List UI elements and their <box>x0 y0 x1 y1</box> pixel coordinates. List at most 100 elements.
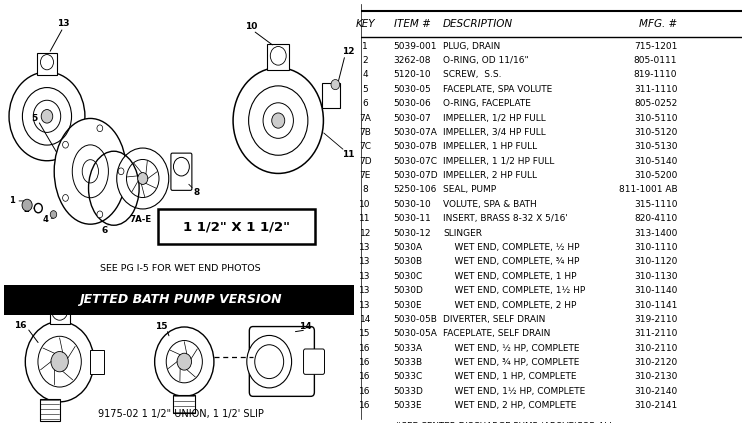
Text: 1 1/2" X 1 1/2": 1 1/2" X 1 1/2" <box>183 220 290 233</box>
Text: WET END, 2 HP, COMPLETE: WET END, 2 HP, COMPLETE <box>443 401 577 410</box>
Text: 13: 13 <box>359 272 371 281</box>
Text: 1: 1 <box>9 196 15 206</box>
Text: 310-5200: 310-5200 <box>634 171 677 180</box>
Text: SCREW,  S.S.: SCREW, S.S. <box>443 70 502 80</box>
Text: 7A: 7A <box>359 113 371 123</box>
Text: ITEM #: ITEM # <box>394 19 430 29</box>
Circle shape <box>97 125 102 132</box>
Text: 5030-05B: 5030-05B <box>394 315 438 324</box>
Text: DIVERTER, SELF DRAIN: DIVERTER, SELF DRAIN <box>443 315 545 324</box>
Text: 4: 4 <box>362 70 368 80</box>
Text: 310-1130: 310-1130 <box>634 272 677 281</box>
Text: 5030-07D: 5030-07D <box>394 171 439 180</box>
Text: 3262-08: 3262-08 <box>394 56 431 65</box>
Text: 310-2110: 310-2110 <box>634 343 677 353</box>
Text: 805-0252: 805-0252 <box>634 99 677 108</box>
Text: DESCRIPTION: DESCRIPTION <box>443 19 513 29</box>
FancyBboxPatch shape <box>321 83 340 108</box>
Text: 5250-106: 5250-106 <box>394 185 437 195</box>
Circle shape <box>154 327 214 396</box>
Circle shape <box>331 80 340 90</box>
Circle shape <box>50 211 56 218</box>
Text: IMPELLER, 1/2 HP FULL: IMPELLER, 1/2 HP FULL <box>443 113 546 123</box>
Text: 5033A: 5033A <box>394 343 423 353</box>
Text: 7C: 7C <box>359 142 371 151</box>
Text: 5030-06: 5030-06 <box>394 99 431 108</box>
Text: 5030E: 5030E <box>394 300 422 310</box>
Text: WET END, 1½ HP, COMPLETE: WET END, 1½ HP, COMPLETE <box>443 387 585 396</box>
Text: 7D: 7D <box>359 157 372 166</box>
Text: IMPELLER, 3/4 HP FULL: IMPELLER, 3/4 HP FULL <box>443 128 546 137</box>
Text: 310-5120: 310-5120 <box>634 128 677 137</box>
Text: 310-2120: 310-2120 <box>634 358 677 367</box>
FancyBboxPatch shape <box>249 327 315 396</box>
Text: SEE PG I-5 FOR WET END PHOTOS: SEE PG I-5 FOR WET END PHOTOS <box>100 264 261 273</box>
FancyBboxPatch shape <box>50 296 70 324</box>
Text: 12: 12 <box>343 47 355 56</box>
Text: 13: 13 <box>359 257 371 266</box>
FancyBboxPatch shape <box>158 209 315 244</box>
Circle shape <box>118 168 124 175</box>
Text: SLINGER: SLINGER <box>443 228 482 238</box>
Text: 1: 1 <box>362 41 368 51</box>
Text: 811-1001 AB: 811-1001 AB <box>619 185 677 195</box>
Text: 7A-E: 7A-E <box>130 214 152 224</box>
Text: 310-5110: 310-5110 <box>634 113 677 123</box>
Text: FACEPLATE, SPA VOLUTE: FACEPLATE, SPA VOLUTE <box>443 85 553 94</box>
Text: 15: 15 <box>154 322 167 331</box>
Circle shape <box>9 72 85 161</box>
Text: 310-2140: 310-2140 <box>634 387 677 396</box>
Text: MFG. #: MFG. # <box>639 19 677 29</box>
Bar <box>4 285 354 315</box>
Text: 315-1110: 315-1110 <box>634 200 677 209</box>
Text: 16: 16 <box>359 401 371 410</box>
Text: 4: 4 <box>42 215 48 224</box>
Text: 5033B: 5033B <box>394 358 423 367</box>
Text: 310-1140: 310-1140 <box>634 286 677 295</box>
Text: O-RING, FACEPLATE: O-RING, FACEPLATE <box>443 99 531 108</box>
Text: 16: 16 <box>13 321 26 330</box>
FancyBboxPatch shape <box>37 53 57 75</box>
Text: 16: 16 <box>359 358 371 367</box>
Text: 819-1110: 819-1110 <box>634 70 677 80</box>
Circle shape <box>51 352 68 372</box>
Text: 6: 6 <box>362 99 368 108</box>
Text: 5033D: 5033D <box>394 387 424 396</box>
Text: 5033E: 5033E <box>394 401 422 410</box>
Circle shape <box>25 321 94 402</box>
Text: 13: 13 <box>57 19 70 28</box>
Circle shape <box>42 110 53 123</box>
Text: 310-5140: 310-5140 <box>634 157 677 166</box>
Text: 310-1110: 310-1110 <box>634 243 677 252</box>
Text: 16: 16 <box>359 387 371 396</box>
Text: 5030-11: 5030-11 <box>394 214 431 223</box>
Text: WET END, COMPLETE, 1 HP: WET END, COMPLETE, 1 HP <box>443 272 577 281</box>
Text: 5030D: 5030D <box>394 286 424 295</box>
Text: O-RING, OD 11/16": O-RING, OD 11/16" <box>443 56 529 65</box>
FancyBboxPatch shape <box>303 349 324 374</box>
Text: 310-2130: 310-2130 <box>634 372 677 382</box>
Text: 11: 11 <box>343 150 355 159</box>
Text: 10: 10 <box>359 200 371 209</box>
Text: 13: 13 <box>359 243 371 252</box>
Text: 5030-05A: 5030-05A <box>394 329 438 338</box>
Text: INSERT, BRASS 8-32 X 5/16': INSERT, BRASS 8-32 X 5/16' <box>443 214 568 223</box>
Text: 16: 16 <box>359 372 371 382</box>
Circle shape <box>272 113 285 128</box>
Text: 8: 8 <box>193 188 200 197</box>
Text: 2: 2 <box>362 56 368 65</box>
Text: WET END, ¾ HP, COMPLETE: WET END, ¾ HP, COMPLETE <box>443 358 580 367</box>
Text: 6: 6 <box>102 226 108 235</box>
Text: 16: 16 <box>359 343 371 353</box>
Text: 13: 13 <box>359 300 371 310</box>
Text: 311-2110: 311-2110 <box>634 329 677 338</box>
Text: 12: 12 <box>359 228 371 238</box>
Text: 5030-07A: 5030-07A <box>394 128 438 137</box>
Text: 319-2110: 319-2110 <box>634 315 677 324</box>
Text: 5033C: 5033C <box>394 372 423 382</box>
Text: 5030-07C: 5030-07C <box>394 157 438 166</box>
Text: IMPELLER, 1 HP FULL: IMPELLER, 1 HP FULL <box>443 142 537 151</box>
Text: 820-4110: 820-4110 <box>634 214 677 223</box>
Text: 5030-12: 5030-12 <box>394 228 431 238</box>
Circle shape <box>62 195 68 201</box>
